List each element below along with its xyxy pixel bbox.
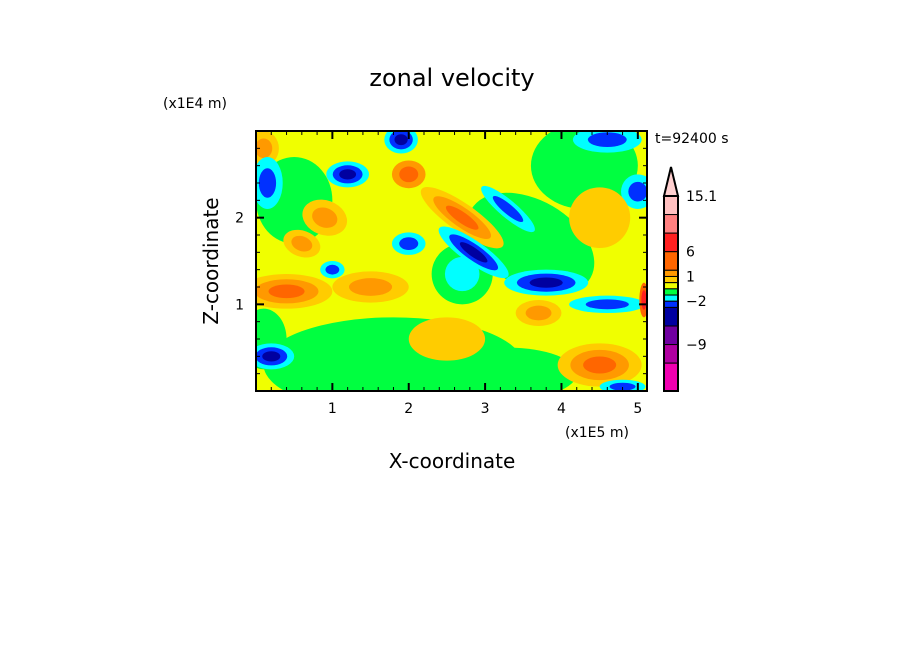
time-label: t=92400 s xyxy=(655,131,729,147)
contour-region-lorange xyxy=(312,207,338,228)
contour-region-navy xyxy=(394,134,408,146)
colorbar-label: 1 xyxy=(686,269,695,285)
contour-region-navy xyxy=(262,351,281,362)
y-tick-label: 2 xyxy=(235,211,244,227)
x-axis-label: X-coordinate xyxy=(389,449,516,473)
contour-region-red xyxy=(641,290,647,310)
colorbar-segment xyxy=(663,294,679,302)
contour-region-navy xyxy=(339,169,357,180)
contour-region-blue xyxy=(585,299,629,310)
contour-field xyxy=(256,131,647,391)
colorbar-segment xyxy=(663,275,679,284)
contour-region-orange xyxy=(399,166,419,183)
contour-region-orange xyxy=(268,284,305,299)
colorbar-segment xyxy=(663,269,679,277)
colorbar-segment xyxy=(663,282,679,290)
contour-region-navy xyxy=(529,277,563,288)
x-tick-label: 1 xyxy=(328,401,337,417)
contour-region-green xyxy=(439,347,577,391)
contour-region-gold xyxy=(569,187,631,249)
contour-region-orange xyxy=(583,356,617,374)
contour-region-blue xyxy=(325,264,340,275)
axis-ticks: 1 2 3 4 5 1 2 xyxy=(235,131,647,417)
colorbar-segment xyxy=(663,232,679,253)
contour-region-lorange xyxy=(256,138,273,159)
colorbar-extend-triangle xyxy=(662,166,680,197)
colorbar-segment xyxy=(663,251,679,271)
x-tick-label: 3 xyxy=(481,401,490,417)
colorbar-segment xyxy=(663,325,679,346)
colorbar-segment xyxy=(663,300,679,308)
y-unit-label: (x1E4 m) xyxy=(163,96,227,112)
contour-region-blue xyxy=(492,195,524,223)
contour-region-blue xyxy=(609,382,636,391)
colorbar: 15.1 6 1 −2 −9 xyxy=(662,166,717,392)
contour-region-blue xyxy=(628,181,647,202)
y-tick-label: 1 xyxy=(235,297,244,313)
colorbar-segment xyxy=(663,214,679,234)
chart-title: zonal velocity xyxy=(369,64,534,92)
colorbar-label: −2 xyxy=(686,294,707,310)
colorbar-label: −9 xyxy=(686,338,707,354)
colorbar-label: 15.1 xyxy=(686,189,717,205)
contour-region-lorange xyxy=(348,278,393,296)
contour-region-blue xyxy=(258,168,277,198)
contour-region-orange xyxy=(445,205,479,230)
contour-region-navy xyxy=(459,242,488,263)
contour-region-lorange xyxy=(525,305,552,321)
contour-region-lorange xyxy=(291,235,313,252)
colorbar-segment xyxy=(663,344,679,364)
colorbar-segment xyxy=(663,362,679,392)
colorbar-segment xyxy=(663,288,679,296)
y-axis-label: Z-coordinate xyxy=(199,197,223,324)
colorbar-segment xyxy=(663,306,679,327)
x-tick-label: 5 xyxy=(633,401,642,417)
colorbar-frame xyxy=(663,195,679,392)
contour-region-cyan xyxy=(444,256,480,292)
contour-region-gold xyxy=(408,317,486,361)
plot-frame xyxy=(255,130,648,392)
contour-region-blue xyxy=(399,237,419,251)
x-tick-label: 2 xyxy=(404,401,413,417)
colorbar-label: 6 xyxy=(686,245,695,261)
contour-region-blue xyxy=(587,132,627,148)
colorbar-segment xyxy=(663,195,679,216)
x-unit-label: (x1E5 m) xyxy=(565,425,629,441)
x-tick-label: 4 xyxy=(557,401,566,417)
